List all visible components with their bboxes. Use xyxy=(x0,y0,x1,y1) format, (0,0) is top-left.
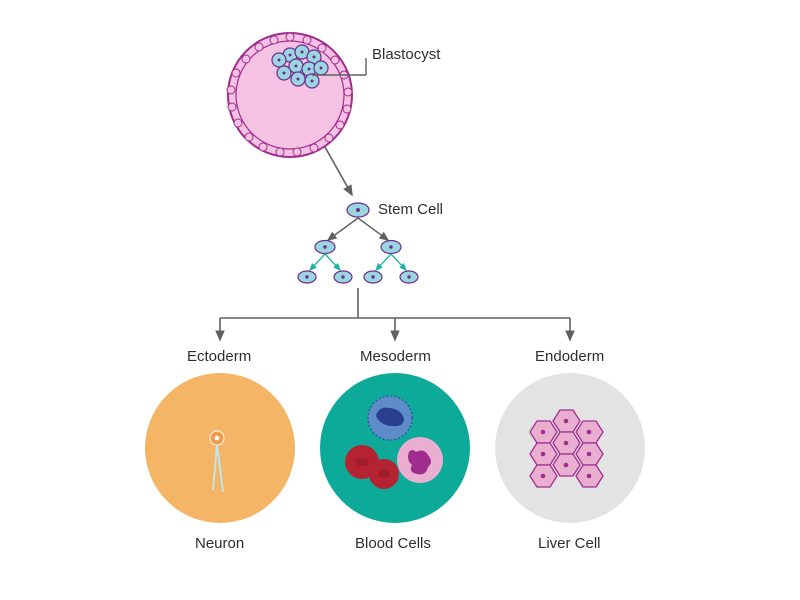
endoderm-icon xyxy=(495,373,645,523)
stem-cell-label: Stem Cell xyxy=(378,201,443,218)
germ-branch xyxy=(220,288,570,340)
liver-cell-label: Liver Cell xyxy=(538,535,601,552)
ectoderm-label: Ectoderm xyxy=(187,348,251,365)
neuron-label: Neuron xyxy=(195,535,244,552)
blood-cells-label: Blood Cells xyxy=(355,535,431,552)
mesoderm-icon xyxy=(320,373,470,523)
ectoderm-icon xyxy=(145,373,295,523)
blastocyst-label: Blastocyst xyxy=(372,46,440,63)
mesoderm-label: Mesoderm xyxy=(360,348,431,365)
diagram-canvas xyxy=(0,0,800,600)
endoderm-label: Endoderm xyxy=(535,348,604,365)
blastocyst-icon xyxy=(227,33,366,157)
arrow xyxy=(325,147,352,195)
